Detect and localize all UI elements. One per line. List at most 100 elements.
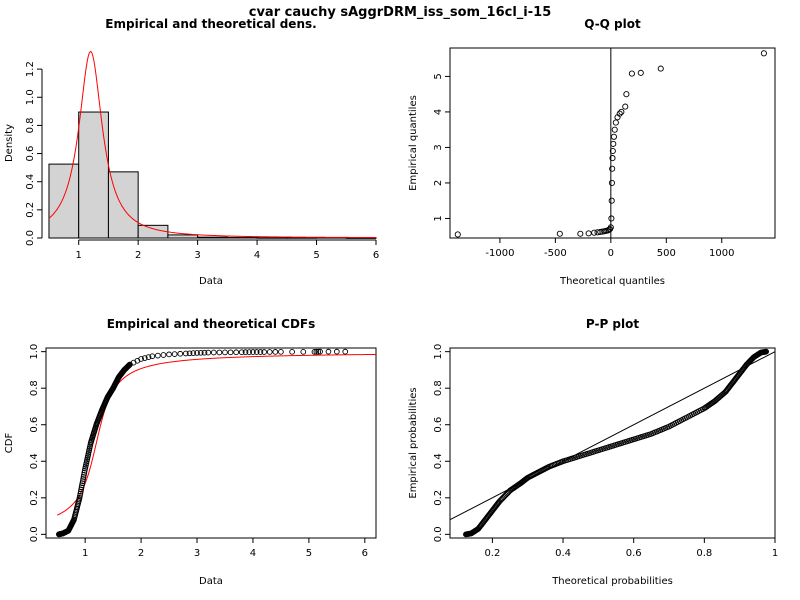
qq-point [628, 70, 635, 77]
x-tick-label: 500 [657, 248, 676, 259]
histogram-bar [256, 237, 288, 239]
y-tick-label: 4 [433, 109, 444, 115]
panel-title: Q-Q plot [584, 17, 641, 31]
x-tick-label: 6 [362, 548, 368, 559]
ecdf-point [278, 348, 284, 355]
ecdf-point [342, 348, 349, 355]
ecdf-point [81, 467, 88, 474]
plot-frame [45, 347, 377, 539]
ecdf-point [289, 348, 295, 355]
x-tick-label: 5 [313, 250, 319, 261]
x-tick-label: 3 [194, 250, 200, 261]
qq-point [607, 224, 614, 231]
ecdf-point [201, 349, 208, 356]
plot-frame [449, 47, 776, 239]
y-tick-label: 0.4 [25, 174, 36, 190]
ecdf-point [300, 348, 307, 355]
x-tick-label: -1000 [485, 248, 514, 259]
y-tick-label: 0.0 [433, 526, 444, 542]
x-tick-label: 1000 [709, 248, 734, 259]
panel-qq: Q-Q plot -1000 -500 0 500 1000 Theoretical qua… [408, 17, 776, 287]
qq-point [618, 108, 625, 115]
reference-line [449, 351, 776, 521]
y-tick-label: 0.8 [25, 117, 36, 133]
x-tick-label: 5 [306, 548, 312, 559]
x-tick-label: 0.6 [626, 548, 642, 559]
ecdf-point [81, 469, 88, 476]
y-tick-label: 0.2 [25, 202, 36, 218]
histogram-bar [167, 234, 199, 239]
ecdf-point [138, 356, 144, 362]
histogram-bar [226, 236, 258, 239]
panel-title: P-P plot [586, 317, 639, 331]
y-tick-label: 0.2 [433, 490, 444, 506]
ecdf-point [141, 355, 148, 361]
x-tick-label: 0.4 [555, 548, 571, 559]
ecdf-point [233, 349, 240, 356]
x-tick-label: 2 [138, 548, 144, 559]
x-tick-label: -500 [544, 248, 567, 259]
ecdf-point [149, 353, 156, 360]
x-axis-label: Theoretical quantiles [559, 276, 665, 287]
qq-point [609, 155, 616, 162]
ecdf-point [257, 349, 264, 355]
x-tick-label: 2 [135, 250, 141, 261]
qq-point [612, 119, 619, 126]
ecdf-point [210, 349, 217, 356]
y-tick-label: 1.0 [433, 344, 444, 360]
x-tick-label: 4 [250, 548, 256, 559]
qq-point [556, 230, 563, 237]
ecdf-point [78, 486, 85, 493]
ecdf-point [81, 471, 87, 478]
ecdf-point [205, 349, 212, 356]
histogram-bar [107, 171, 139, 239]
x-axis-label: Data [199, 276, 223, 287]
ecdf-point [79, 478, 86, 484]
y-tick-label: 0.8 [29, 380, 40, 396]
qq-point [608, 215, 615, 222]
ecdf-point [266, 349, 273, 355]
ecdf-point [80, 476, 87, 482]
y-tick-label: 1.0 [25, 89, 36, 105]
panel-density: Empirical and theoretical dens. 1 2 3 4 5 6 Dat… [4, 17, 379, 287]
ecdf-point [197, 349, 204, 356]
ecdf-point [166, 351, 172, 358]
y-tick-label: 1.2 [25, 61, 36, 77]
ecdf-point [77, 492, 83, 499]
y-tick-label: 0.0 [25, 230, 36, 246]
x-tick-label: 3 [194, 548, 200, 559]
y-tick-label: 0.6 [29, 417, 40, 433]
x-tick-label: 1 [82, 548, 88, 559]
ecdf-point [145, 354, 152, 360]
x-tick-label: 1 [76, 250, 82, 261]
ecdf-point [79, 480, 86, 487]
qq-point [608, 179, 615, 187]
qq-point [623, 91, 630, 98]
ecdf-point [186, 350, 193, 357]
qq-point [622, 103, 629, 110]
y-tick-label: 5 [433, 73, 444, 79]
qq-point [585, 230, 592, 237]
ecdf-point [177, 350, 184, 357]
fitted-density-curve [48, 50, 376, 239]
x-tick-label: 0.2 [484, 548, 500, 559]
qq-point [591, 229, 598, 236]
y-tick-label: 0.4 [433, 453, 444, 469]
ecdf-point [315, 348, 322, 355]
ecdf-point [261, 349, 267, 355]
qq-point [657, 65, 664, 72]
qq-point [454, 231, 461, 238]
y-tick-label: 0.2 [29, 490, 40, 506]
qq-point [577, 230, 584, 237]
qq-point [597, 228, 604, 236]
y-tick-label: 0.6 [25, 146, 36, 162]
ecdf-point [78, 484, 85, 491]
y-axis-label: Empirical quantiles [408, 95, 419, 191]
ecdf-point [76, 494, 83, 501]
y-tick-label: 0.8 [433, 380, 444, 396]
ecdf-point [238, 349, 245, 356]
y-tick-label: 2 [433, 180, 444, 186]
y-tick-label: 0.6 [433, 417, 444, 433]
x-tick-label: 6 [373, 250, 379, 261]
